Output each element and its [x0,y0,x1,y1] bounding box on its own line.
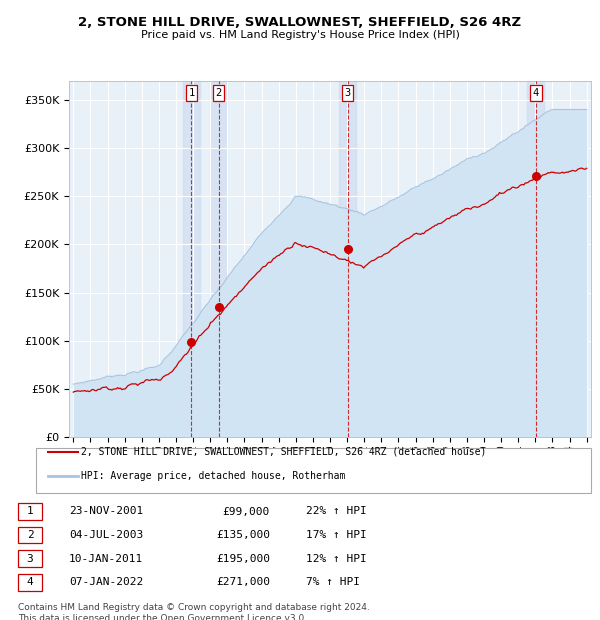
Text: £99,000: £99,000 [223,507,270,516]
Text: 4: 4 [26,577,34,587]
Text: £135,000: £135,000 [216,530,270,540]
Text: Price paid vs. HM Land Registry's House Price Index (HPI): Price paid vs. HM Land Registry's House … [140,30,460,40]
Bar [339,81,356,437]
Text: 3: 3 [344,88,351,98]
Text: 17% ↑ HPI: 17% ↑ HPI [306,530,367,540]
Text: 10-JAN-2011: 10-JAN-2011 [69,554,143,564]
Text: 04-JUL-2003: 04-JUL-2003 [69,530,143,540]
Text: 12% ↑ HPI: 12% ↑ HPI [306,554,367,564]
Bar [183,81,200,437]
Text: 2, STONE HILL DRIVE, SWALLOWNEST, SHEFFIELD, S26 4RZ: 2, STONE HILL DRIVE, SWALLOWNEST, SHEFFI… [79,16,521,29]
Text: 1: 1 [188,88,194,98]
Text: HPI: Average price, detached house, Rotherham: HPI: Average price, detached house, Roth… [81,471,346,482]
Text: 3: 3 [26,554,34,564]
Text: 07-JAN-2022: 07-JAN-2022 [69,577,143,587]
Text: This data is licensed under the Open Government Licence v3.0.: This data is licensed under the Open Gov… [18,614,307,620]
Text: 23-NOV-2001: 23-NOV-2001 [69,507,143,516]
Text: 7% ↑ HPI: 7% ↑ HPI [306,577,360,587]
Text: £195,000: £195,000 [216,554,270,564]
Text: 1: 1 [26,507,34,516]
Text: 2: 2 [215,88,222,98]
Text: £271,000: £271,000 [216,577,270,587]
Text: 22% ↑ HPI: 22% ↑ HPI [306,507,367,516]
Bar [210,81,227,437]
Text: 2, STONE HILL DRIVE, SWALLOWNEST, SHEFFIELD, S26 4RZ (detached house): 2, STONE HILL DRIVE, SWALLOWNEST, SHEFFI… [81,446,487,457]
Text: 2: 2 [26,530,34,540]
Text: 4: 4 [533,88,539,98]
Bar [527,81,544,437]
Text: Contains HM Land Registry data © Crown copyright and database right 2024.: Contains HM Land Registry data © Crown c… [18,603,370,612]
